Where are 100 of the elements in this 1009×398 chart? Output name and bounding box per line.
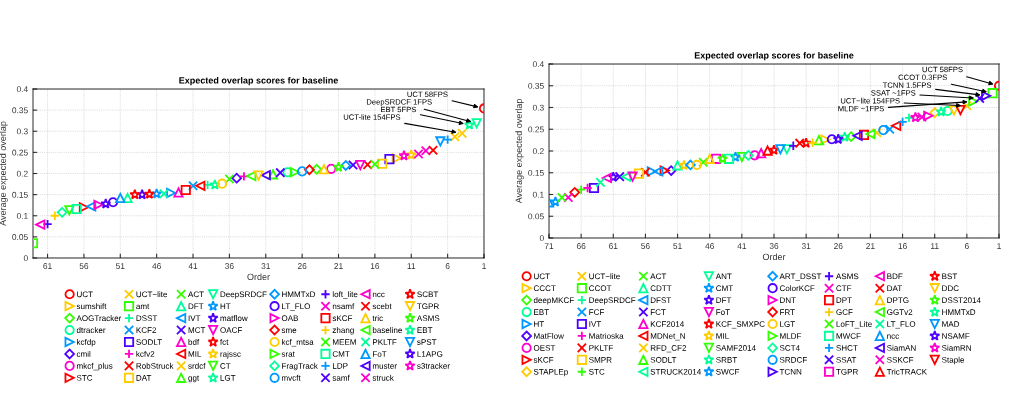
point	[442, 134, 453, 145]
legend-label: SHCT	[836, 345, 858, 351]
point	[304, 164, 315, 176]
legend-label: SCT4	[779, 345, 800, 351]
point	[595, 177, 606, 188]
x-tick-label: 6	[445, 263, 450, 269]
legend-label: LGT	[220, 375, 236, 381]
x-tick-label: 41	[737, 243, 747, 249]
legend-label: ColorKCF	[779, 285, 815, 292]
point	[832, 133, 844, 145]
point	[224, 173, 235, 185]
x-tick-label: 46	[705, 243, 714, 249]
x-tick-label: 36	[225, 263, 234, 269]
point	[704, 153, 715, 164]
point	[839, 131, 851, 142]
y-tick-label: 0.05	[528, 213, 544, 220]
point	[935, 106, 947, 117]
legend-label: ACT	[188, 291, 204, 298]
x-tick-label: 21	[334, 263, 343, 269]
point	[909, 111, 921, 123]
legend-label: MAD	[942, 321, 960, 327]
legend-label: EBT	[417, 327, 433, 333]
legend-label: DPTG	[887, 297, 909, 304]
point	[209, 179, 221, 190]
point	[653, 166, 664, 177]
legend-label: TGPR	[417, 303, 439, 310]
legend-label: ncc	[372, 292, 385, 298]
legend-label: L1APG	[417, 351, 443, 357]
legend-label: OEST	[533, 345, 556, 351]
legend-label: LT_FLO	[887, 321, 916, 329]
point	[845, 131, 857, 142]
point	[122, 192, 133, 204]
point	[35, 219, 46, 230]
legend-label: sKCF	[332, 315, 353, 322]
point	[775, 144, 786, 155]
point	[173, 187, 184, 198]
x-tick-label: 66	[576, 243, 586, 249]
point	[955, 105, 966, 116]
legend-label: sPST	[417, 339, 437, 345]
point	[678, 159, 690, 171]
point	[384, 154, 395, 165]
legend-label: SiamRN	[941, 344, 971, 351]
point	[563, 192, 574, 203]
legend-label: DSST	[136, 315, 158, 322]
x-tick-label: 51	[115, 263, 125, 269]
point	[646, 166, 657, 177]
legend-label: OACF	[220, 327, 242, 333]
x-axis-title: Order	[762, 253, 786, 261]
legend-label: DAT	[887, 285, 903, 291]
point	[275, 167, 286, 178]
legend-label: Staple	[941, 356, 965, 365]
y-tick-label: 0.4	[16, 86, 28, 93]
point	[659, 165, 670, 176]
x-tick-label: 41	[188, 263, 198, 269]
legend-label: ACT	[650, 273, 667, 280]
point	[107, 197, 119, 208]
legend-label: CT	[220, 363, 231, 369]
legend-label: SiamAN	[887, 344, 916, 351]
point	[981, 90, 992, 101]
legend-label: ASMS	[835, 273, 859, 280]
point	[607, 171, 619, 182]
point	[614, 171, 625, 182]
y-tick-label: 0	[23, 255, 28, 262]
point	[143, 188, 155, 200]
x-tick-label: 11	[931, 243, 939, 249]
legend-label: TCNN	[779, 368, 802, 375]
legend-label: srdcf	[188, 362, 206, 369]
legend-label: UCT	[77, 291, 93, 298]
point	[781, 144, 792, 155]
legend-label: PKLTF	[589, 345, 613, 351]
legend-label: SAMF2014	[716, 345, 756, 351]
legend-label: DFT	[188, 303, 204, 309]
point	[916, 111, 927, 123]
legend-label: DAT	[136, 375, 152, 381]
y-tick-label: 0.2	[532, 148, 544, 155]
legend-label: SMPR	[589, 357, 612, 363]
legend-label: sKCF	[533, 357, 554, 363]
legend-label: CMT	[716, 285, 734, 292]
legend-label: DeepSRDCF	[589, 297, 636, 305]
legend-label: zhang	[332, 327, 354, 335]
point	[64, 205, 75, 216]
y-tick-label: 0.4	[532, 61, 544, 68]
point	[891, 120, 902, 131]
legend-label: MatFlow	[534, 332, 564, 339]
y-axis-title: Average expected overlap	[0, 121, 8, 226]
y-tick-label: 0.2	[16, 170, 28, 177]
legend-label: MCT	[188, 327, 206, 333]
legend-label: NSAMF	[942, 333, 970, 339]
point	[166, 187, 177, 199]
legend-label: MEEM	[333, 339, 356, 345]
point	[948, 105, 960, 116]
legend-label: deepMKCF	[533, 297, 574, 305]
point	[871, 127, 882, 138]
point	[800, 137, 812, 149]
y-tick-label: 0.3	[532, 104, 544, 111]
legend-label: mvcft	[281, 374, 301, 381]
point	[195, 180, 206, 191]
legend-label: ASMS	[416, 315, 440, 322]
point	[151, 188, 163, 199]
x-tick-label: 6	[964, 243, 969, 249]
